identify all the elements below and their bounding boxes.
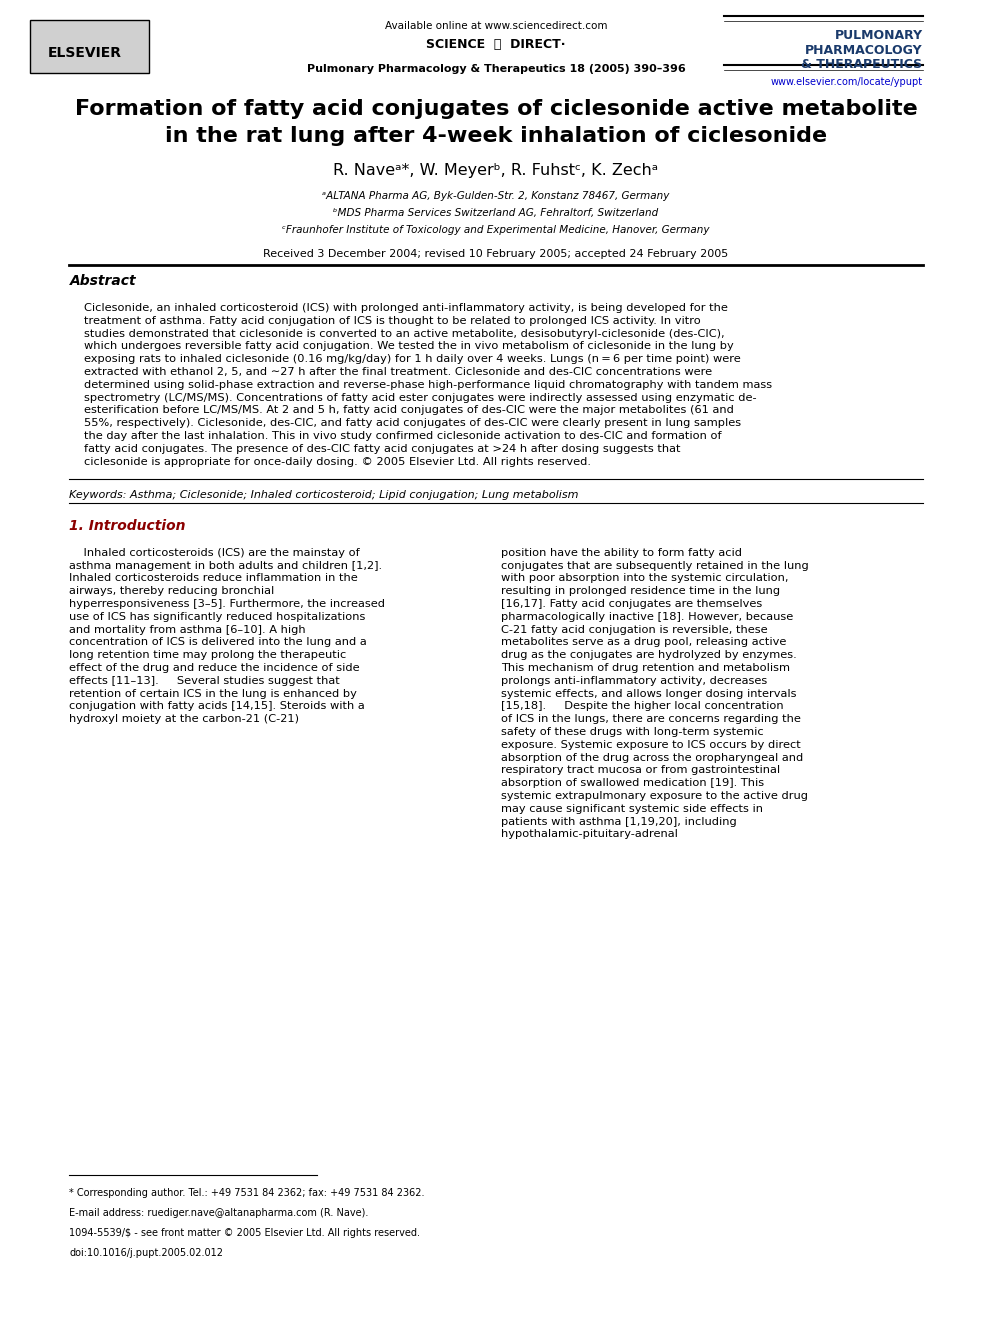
Text: R. Naveᵃ*, W. Meyerᵇ, R. Fuhstᶜ, K. Zechᵃ: R. Naveᵃ*, W. Meyerᵇ, R. Fuhstᶜ, K. Zech… [333,163,659,177]
Text: Inhaled corticosteroids (ICS) are the mainstay of
asthma management in both adul: Inhaled corticosteroids (ICS) are the ma… [69,548,386,724]
Text: doi:10.1016/j.pupt.2005.02.012: doi:10.1016/j.pupt.2005.02.012 [69,1248,223,1258]
Text: & THERAPEUTICS: & THERAPEUTICS [802,58,923,71]
Text: Abstract: Abstract [69,274,136,288]
FancyBboxPatch shape [30,20,149,73]
Text: ᵇMDS Pharma Services Switzerland AG, Fehraltorf, Switzerland: ᵇMDS Pharma Services Switzerland AG, Feh… [333,208,659,218]
Text: www.elsevier.com/locate/ypupt: www.elsevier.com/locate/ypupt [771,77,923,87]
Text: PULMONARY: PULMONARY [834,29,923,42]
Text: 1094-5539/$ - see front matter © 2005 Elsevier Ltd. All rights reserved.: 1094-5539/$ - see front matter © 2005 El… [69,1228,421,1238]
Text: E-mail address: ruediger.nave@altanapharma.com (R. Nave).: E-mail address: ruediger.nave@altanaphar… [69,1208,369,1218]
Text: Available online at www.sciencedirect.com: Available online at www.sciencedirect.co… [385,21,607,32]
Text: ELSEVIER: ELSEVIER [48,46,121,61]
Text: 1. Introduction: 1. Introduction [69,519,186,533]
Text: ᶜFraunhofer Institute of Toxicology and Experimental Medicine, Hanover, Germany: ᶜFraunhofer Institute of Toxicology and … [283,225,709,235]
Text: * Corresponding author. Tel.: +49 7531 84 2362; fax: +49 7531 84 2362.: * Corresponding author. Tel.: +49 7531 8… [69,1188,425,1199]
Text: Ciclesonide, an inhaled corticosteroid (ICS) with prolonged anti-inflammatory ac: Ciclesonide, an inhaled corticosteroid (… [84,303,773,467]
Text: SCIENCE  ⓓ  DIRECT·: SCIENCE ⓓ DIRECT· [427,38,565,52]
Text: Received 3 December 2004; revised 10 February 2005; accepted 24 February 2005: Received 3 December 2004; revised 10 Feb… [263,249,729,259]
Text: Pulmonary Pharmacology & Therapeutics 18 (2005) 390–396: Pulmonary Pharmacology & Therapeutics 18… [307,64,685,74]
Text: Formation of fatty acid conjugates of ciclesonide active metabolite
in the rat l: Formation of fatty acid conjugates of ci… [74,99,918,146]
Text: position have the ability to form fatty acid
conjugates that are subsequently re: position have the ability to form fatty … [501,548,808,839]
Text: Keywords: Asthma; Ciclesonide; Inhaled corticosteroid; Lipid conjugation; Lung m: Keywords: Asthma; Ciclesonide; Inhaled c… [69,490,579,500]
Text: ᵃALTANA Pharma AG, Byk-Gulden-Str. 2, Konstanz 78467, Germany: ᵃALTANA Pharma AG, Byk-Gulden-Str. 2, Ko… [322,191,670,201]
Text: PHARMACOLOGY: PHARMACOLOGY [805,44,923,57]
